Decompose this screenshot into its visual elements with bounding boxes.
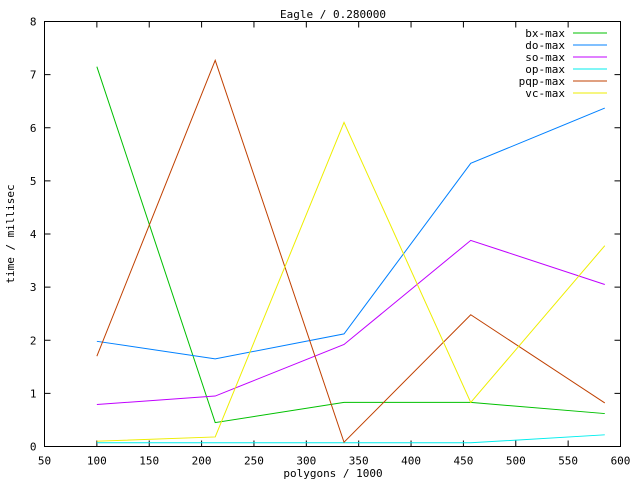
x-tick-label: 250 bbox=[244, 455, 264, 468]
y-axis-label: time / millisec bbox=[4, 184, 17, 283]
series-line-do-max bbox=[96, 107, 605, 360]
x-tick-label: 500 bbox=[506, 455, 526, 468]
x-tick-label: 150 bbox=[139, 455, 159, 468]
y-tick-label: 1 bbox=[30, 387, 37, 400]
y-tick-label: 2 bbox=[30, 334, 37, 347]
chart-title: Eagle / 0.280000 bbox=[280, 8, 386, 21]
x-tick-label: 450 bbox=[453, 455, 473, 468]
y-tick-label: 3 bbox=[30, 281, 37, 294]
y-tick-label: 6 bbox=[30, 122, 37, 135]
y-tick-label: 5 bbox=[30, 175, 37, 188]
x-tick-label: 200 bbox=[192, 455, 212, 468]
x-tick-label: 50 bbox=[38, 455, 51, 468]
x-axis-label: polygons / 1000 bbox=[283, 467, 382, 480]
y-tick-label: 7 bbox=[30, 69, 37, 82]
x-tick-label: 300 bbox=[296, 455, 316, 468]
y-tick-label: 8 bbox=[30, 16, 37, 29]
series-line-vc-max bbox=[96, 121, 606, 442]
x-tick-label: 600 bbox=[611, 455, 631, 468]
legend-label: do-max bbox=[525, 39, 565, 52]
y-tick-label: 4 bbox=[30, 228, 37, 241]
x-tick-label: 400 bbox=[401, 455, 421, 468]
x-tick-label: 550 bbox=[558, 455, 578, 468]
legend-label: pqp-max bbox=[519, 75, 566, 88]
legend-label: so-max bbox=[525, 51, 565, 64]
series-line-so-max bbox=[96, 239, 605, 406]
series-line-pqp-max bbox=[96, 58, 606, 444]
series-line-bx-max bbox=[96, 66, 605, 424]
legend-label: vc-max bbox=[525, 87, 565, 100]
x-tick-label: 100 bbox=[87, 455, 107, 468]
x-tick-label: 350 bbox=[349, 455, 369, 468]
y-tick-label: 0 bbox=[30, 441, 37, 454]
legend-label: op-max bbox=[525, 63, 565, 76]
legend-label: bx-max bbox=[525, 27, 565, 40]
